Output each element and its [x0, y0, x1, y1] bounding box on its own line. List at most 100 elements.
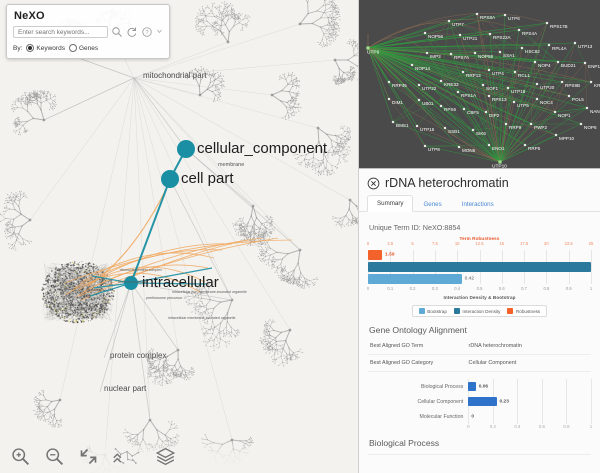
- gene-node-RPS13[interactable]: [487, 94, 491, 98]
- go-axis: 0 0.2 0.4 0.6 0.8 1: [467, 424, 592, 432]
- gene-node-UTP7[interactable]: [447, 19, 451, 23]
- go-term-key: Best Aligned GO Term: [370, 343, 424, 349]
- gene-node-ENP1[interactable]: [583, 61, 587, 65]
- zoom-in-icon[interactable]: [10, 446, 31, 467]
- gene-node-NOP1[interactable]: [553, 110, 557, 114]
- gene-node-NOP6[interactable]: [579, 122, 583, 126]
- gene-node-NOP56[interactable]: [423, 31, 427, 35]
- gene-node-SSA1[interactable]: [498, 50, 502, 54]
- gene-node-RPL4A[interactable]: [547, 43, 551, 47]
- gene-node-RPS7A[interactable]: [449, 52, 453, 56]
- gene-node-UTP20[interactable]: [535, 82, 539, 86]
- gene-node-UB01[interactable]: [417, 98, 421, 102]
- go-tick-0: 0: [467, 424, 470, 429]
- filter-option-keywords-label: Keywords: [36, 44, 65, 52]
- gene-node-RRP5[interactable]: [523, 143, 527, 147]
- gene-node-DIP2[interactable]: [484, 110, 488, 114]
- gene-node-UTP22[interactable]: [417, 83, 421, 87]
- gene-node-UTP5[interactable]: [512, 100, 516, 104]
- gene-node-RPS1A[interactable]: [456, 90, 460, 94]
- gene-node-NOC4[interactable]: [535, 97, 539, 101]
- tree-toolbar[interactable]: [0, 439, 358, 473]
- gene-node-RPS8A[interactable]: [475, 12, 479, 16]
- gene-node-KRE33[interactable]: [439, 79, 443, 83]
- gene-node-RRP9[interactable]: [504, 122, 508, 126]
- gene-label-BUD21: BUD21: [561, 63, 576, 68]
- fit-screen-icon[interactable]: [78, 446, 99, 467]
- search-input[interactable]: [13, 26, 108, 38]
- gene-node-UTP10[interactable]: [498, 160, 502, 164]
- gene-node-UTP21[interactable]: [458, 33, 462, 37]
- gene-node-NOP58[interactable]: [473, 51, 477, 55]
- gene-node-RPS17B[interactable]: [545, 21, 549, 25]
- help-icon[interactable]: ?: [141, 26, 153, 38]
- gene-node-KRI1[interactable]: [589, 80, 593, 84]
- legend-item-interaction-density: Interaction Density: [453, 308, 500, 314]
- collapse-icon[interactable]: [156, 26, 163, 38]
- gene-node-NOP14[interactable]: [410, 63, 414, 67]
- detail-tabs[interactable]: Summary Genes Interactions: [359, 194, 600, 212]
- ontology-tree-panel[interactable]: cellular_component cell part intracellular…: [0, 0, 359, 473]
- overview-icon[interactable]: [112, 444, 142, 468]
- gene-node-RPS6[interactable]: [439, 104, 443, 108]
- radio-genes[interactable]: [68, 44, 77, 52]
- gene-node-UTP4[interactable]: [487, 68, 491, 72]
- layers-icon[interactable]: [155, 446, 176, 467]
- gene-label-PWP2: PWP2: [534, 125, 547, 130]
- gene-node-UTP9[interactable]: [366, 46, 370, 50]
- legend-swatch: [507, 308, 514, 314]
- radio-keywords[interactable]: [26, 44, 35, 52]
- tab-genes[interactable]: Genes: [423, 201, 442, 208]
- gene-label-RCL1: RCL1: [518, 73, 530, 78]
- gene-node-DIM1[interactable]: [387, 97, 391, 101]
- gene-node-SIK6[interactable]: [471, 128, 475, 132]
- gene-node-PWP2[interactable]: [529, 122, 533, 126]
- gene-node-UTP6[interactable]: [503, 13, 507, 17]
- gene-node-RCL1[interactable]: [513, 70, 517, 74]
- gene-network-canvas[interactable]: RPS8A UTP6 UTP7 RPS17B NOP56 UTP21 RPS22A RPS4A…: [359, 0, 600, 168]
- tree-node-cell-part[interactable]: [161, 170, 179, 188]
- robustness-tick-10: 10: [454, 241, 460, 246]
- filter-option-keywords[interactable]: Keywords: [26, 44, 65, 52]
- search-panel[interactable]: NeXO ? By:: [6, 4, 170, 59]
- ontology-tree-canvas[interactable]: [0, 0, 358, 473]
- filter-option-genes[interactable]: Genes: [68, 44, 98, 52]
- gene-node-UTP15[interactable]: [415, 124, 419, 128]
- gene-node-MON5[interactable]: [457, 145, 461, 149]
- gene-node-RPS22A[interactable]: [488, 32, 492, 36]
- gene-node-IMP3[interactable]: [425, 51, 429, 55]
- gene-node-BUD21[interactable]: [556, 60, 560, 64]
- gene-node-UTP8[interactable]: [423, 144, 427, 148]
- gene-node-HSC82[interactable]: [520, 46, 524, 50]
- gene-node-CBF5[interactable]: [462, 107, 466, 111]
- gene-node-RPS9B[interactable]: [560, 80, 564, 84]
- gene-node-POL5[interactable]: [567, 94, 571, 98]
- gene-node-MPP10[interactable]: [554, 133, 558, 137]
- gene-node-NOP4[interactable]: [533, 60, 537, 64]
- tree-node-intracellular[interactable]: [124, 276, 138, 290]
- tab-summary[interactable]: Summary: [367, 195, 414, 212]
- legend-item-robustness: Robustness: [507, 308, 540, 314]
- gene-label-RPS22A: RPS22A: [493, 35, 512, 40]
- go-bar-biological-process: [468, 382, 476, 391]
- refresh-icon[interactable]: [126, 26, 138, 38]
- gene-node-RPS4A[interactable]: [517, 28, 521, 32]
- zoom-out-icon[interactable]: [44, 446, 65, 467]
- tree-node-cellular-component[interactable]: [177, 140, 195, 158]
- gene-node-BMS1[interactable]: [391, 120, 395, 124]
- tab-interactions[interactable]: Interactions: [461, 201, 494, 208]
- gene-interaction-network-panel[interactable]: RPS8A UTP6 UTP7 RPS17B NOP56 UTP21 RPS22A RPS4A…: [359, 0, 600, 169]
- go-value-biological-process: 0.06: [478, 384, 489, 389]
- gene-node-UTP13[interactable]: [573, 41, 577, 45]
- gene-node-NAN1[interactable]: [585, 106, 589, 110]
- gene-node-SOF1[interactable]: [481, 83, 485, 87]
- gene-node-ENO1[interactable]: [487, 143, 491, 147]
- gene-node-SSB1[interactable]: [443, 126, 447, 130]
- gene-node-UTP18[interactable]: [506, 86, 510, 90]
- close-icon[interactable]: [367, 177, 380, 190]
- search-icon[interactable]: [111, 26, 123, 38]
- gene-node-RRP45[interactable]: [387, 80, 391, 84]
- density-chart-title: Interaction Density & Bootstrap: [443, 295, 516, 300]
- gene-node-RRP12[interactable]: [461, 70, 465, 74]
- gene-label-UTP21: UTP21: [463, 36, 478, 41]
